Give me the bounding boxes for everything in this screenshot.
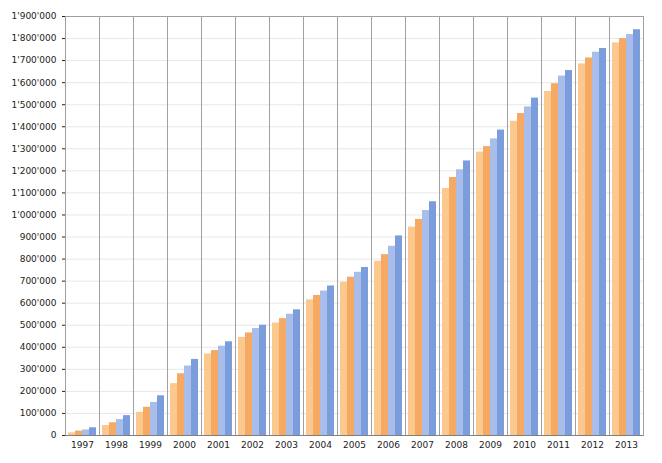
svg-text:400'000: 400'000 [20, 342, 57, 352]
svg-text:600'000: 600'000 [20, 298, 57, 308]
svg-text:1'400'000: 1'400'000 [11, 122, 56, 132]
svg-text:1'500'000: 1'500'000 [11, 100, 56, 110]
svg-text:2003: 2003 [275, 440, 298, 450]
svg-text:100'000: 100'000 [20, 408, 57, 418]
svg-text:200'000: 200'000 [20, 386, 57, 396]
svg-text:2000: 2000 [173, 440, 196, 450]
svg-text:1'300'000: 1'300'000 [11, 144, 56, 154]
svg-text:1'100'000: 1'100'000 [11, 188, 56, 198]
svg-text:300'000: 300'000 [20, 364, 57, 374]
svg-text:1'900'000: 1'900'000 [11, 11, 56, 21]
svg-text:1'600'000: 1'600'000 [11, 78, 56, 88]
svg-text:1'800'000: 1'800'000 [11, 33, 56, 43]
svg-text:1'700'000: 1'700'000 [11, 55, 56, 65]
svg-text:2006: 2006 [377, 440, 400, 450]
svg-text:2005: 2005 [343, 440, 366, 450]
svg-text:0: 0 [51, 430, 57, 440]
svg-text:1'200'000: 1'200'000 [11, 166, 56, 176]
svg-text:1'000'000: 1'000'000 [11, 210, 56, 220]
svg-text:2002: 2002 [241, 440, 264, 450]
svg-text:800'000: 800'000 [20, 254, 57, 264]
svg-text:2007: 2007 [411, 440, 434, 450]
svg-text:2012: 2012 [581, 440, 604, 450]
svg-text:2008: 2008 [445, 440, 468, 450]
svg-text:900'000: 900'000 [20, 232, 57, 242]
svg-text:2011: 2011 [547, 440, 570, 450]
svg-text:2001: 2001 [207, 440, 230, 450]
svg-text:500'000: 500'000 [20, 320, 57, 330]
svg-text:2009: 2009 [479, 440, 502, 450]
svg-text:2004: 2004 [309, 440, 332, 450]
svg-text:2010: 2010 [513, 440, 536, 450]
svg-text:1997: 1997 [71, 440, 94, 450]
svg-text:700'000: 700'000 [20, 276, 57, 286]
svg-text:1999: 1999 [139, 440, 162, 450]
svg-text:1998: 1998 [105, 440, 128, 450]
svg-text:2013: 2013 [615, 440, 638, 450]
